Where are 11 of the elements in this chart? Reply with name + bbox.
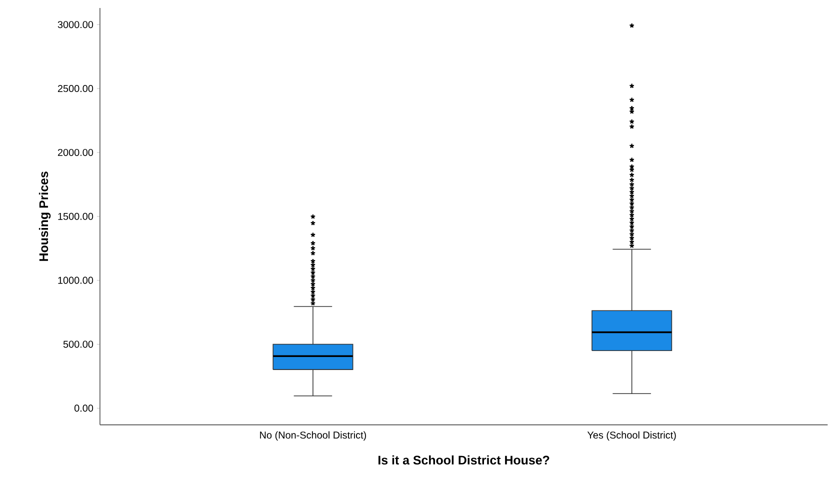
x-tick-label: Yes (School District) bbox=[587, 431, 676, 441]
x-axis-title: Is it a School District House? bbox=[378, 456, 550, 465]
y-tick-label: 2500.00 bbox=[58, 85, 94, 92]
y-tick-label: 1500.00 bbox=[58, 212, 94, 220]
y-tick-label: 0.00 bbox=[74, 404, 94, 412]
y-tick-label: 500.00 bbox=[63, 340, 94, 348]
y-tick-label: 1000.00 bbox=[58, 276, 94, 284]
y-tick-label: 2000.00 bbox=[58, 149, 94, 156]
x-tick-label: No (Non-School District) bbox=[260, 431, 366, 441]
y-tick-label: 3000.00 bbox=[58, 21, 94, 28]
y-axis-title: Housing Prices bbox=[38, 172, 51, 261]
